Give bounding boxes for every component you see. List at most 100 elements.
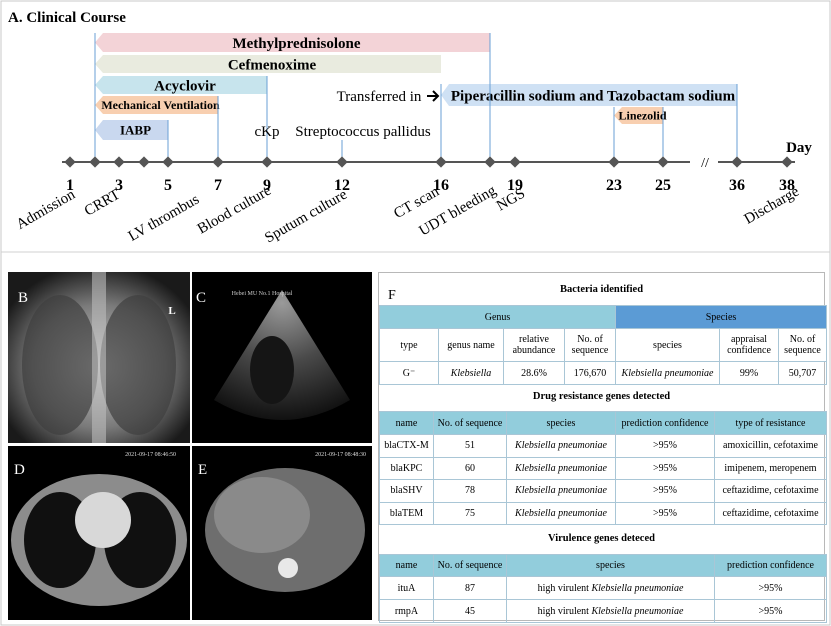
table-cell: name — [379, 411, 434, 435]
table-title: Bacteria identified — [559, 284, 644, 295]
data-table: Genus Species type genus name relative abund… — [379, 305, 828, 385]
image-panel-e — [192, 446, 372, 620]
event-label: Blood culture — [195, 182, 274, 237]
treatment-bar — [95, 120, 168, 140]
day-label: 23 — [606, 177, 622, 194]
vertebra — [278, 558, 298, 578]
treatment-label: Methylprednisolone — [232, 36, 360, 52]
heart — [75, 492, 131, 548]
data-row: blaTEM 75 Klebsiella pneumoniae >95% ceftazi… — [379, 501, 827, 525]
timeline-title: A. Clinical Course — [8, 10, 126, 26]
lung-field — [100, 295, 176, 435]
header-row: type genus name relative abundance No. of s… — [379, 328, 828, 362]
table-cell: species — [506, 411, 616, 435]
table-cell: >95% — [615, 456, 715, 480]
table-cell: Klebsiella pneumoniae — [506, 479, 616, 503]
table-cell: relative abundance — [503, 328, 565, 362]
timeline-marker — [435, 156, 447, 168]
data-row: rmpA 45 high virulent Klebsiella pneumonia… — [379, 599, 827, 623]
axis-label: Day — [786, 140, 812, 156]
timeline-marker — [162, 156, 174, 168]
table-cell: species — [615, 328, 720, 362]
panel-label: D — [14, 462, 25, 478]
table-cell: high virulent Klebsiella pneumoniae — [506, 599, 715, 623]
treatment-label: Acyclovir — [154, 78, 216, 94]
day-label: 38 — [779, 177, 795, 194]
event-label: Discharge — [742, 183, 803, 227]
table-cell: 60 — [433, 456, 507, 480]
table-cell: type of resistance — [714, 411, 827, 435]
timeline-marker — [731, 156, 743, 168]
table-cell: ceftazidime, cefotaxime — [714, 479, 827, 503]
timeline-marker — [608, 156, 620, 168]
panel-label: E — [198, 462, 207, 478]
table-cell: Klebsiella — [438, 361, 504, 385]
treatment-label: Linezolid — [618, 109, 666, 123]
header-row: name No. of sequence species prediction con… — [379, 411, 827, 435]
cell-text: high virulent — [537, 605, 592, 617]
table-cell: Klebsiella pneumoniae — [506, 456, 616, 480]
data-table: name No. of sequence species prediction con… — [379, 554, 827, 623]
image-annotation: Hebei MU No.1 Hospital — [232, 291, 293, 297]
data-row: blaSHV 78 Klebsiella pneumoniae >95% ceftazi… — [379, 479, 827, 503]
day-label: 3 — [115, 177, 123, 194]
timeline-marker — [509, 156, 521, 168]
table-cell: 45 — [433, 599, 507, 623]
table-cell: 51 — [433, 434, 507, 458]
table-cell: prediction confidence — [615, 411, 715, 435]
timeline-marker — [261, 156, 273, 168]
finding-label: cKp — [255, 124, 280, 140]
table-cell: G⁻ — [379, 361, 439, 385]
group-row: Genus Species — [379, 305, 828, 329]
transfer-arrow — [427, 90, 440, 102]
table-cell: 87 — [433, 576, 507, 600]
table-cell: No. of sequence — [777, 328, 828, 362]
table-cell: blaSHV — [379, 479, 434, 503]
event-label: Admission — [14, 186, 79, 233]
image-labels: B C D E L Hebei MU No.1 Hospital 2021-09-17 08… — [14, 290, 366, 478]
data-row: ituA 87 high virulent Klebsiella pneumonia… — [379, 576, 827, 600]
table-cell: blaCTX-M — [379, 434, 434, 458]
treatment-label: Cefmenoxime — [228, 57, 317, 73]
spine — [92, 272, 106, 443]
table-cell: No. of sequence — [564, 328, 616, 362]
data-row: G⁻ Klebsiella 28.6% 176,670 Klebsiella pneum… — [379, 361, 828, 385]
day-label: 1 — [66, 177, 74, 194]
event-label: CRRT — [82, 187, 123, 220]
cardiac-chamber — [250, 336, 294, 404]
timeline-marker — [336, 156, 348, 168]
panel-label: B — [18, 290, 28, 306]
cell-text: Klebsiella pneumoniae — [591, 605, 684, 617]
timeline-marker — [64, 156, 76, 168]
timeline-marker — [138, 156, 150, 168]
timeline-marker — [89, 156, 101, 168]
table-cell: >95% — [714, 599, 827, 623]
liver — [214, 477, 310, 553]
table-cell: type — [379, 328, 439, 362]
table-cell: 75 — [433, 501, 507, 525]
treatment-label: Piperacillin sodium and Tazobactam sodiu… — [451, 88, 736, 104]
table-cell: prediction confidence — [714, 554, 827, 577]
axis-break: // — [701, 156, 709, 171]
table-cell: 50,707 — [777, 361, 828, 385]
panel-label: C — [196, 290, 206, 306]
day-label: 9 — [263, 177, 271, 194]
panel-label: F — [388, 288, 396, 303]
table-cell: species — [506, 554, 715, 577]
day-label: 16 — [433, 177, 449, 194]
table-cell: ituA — [379, 576, 434, 600]
table-cell: >95% — [714, 576, 827, 600]
table-cell: No. of sequence — [433, 554, 507, 577]
table-cell: Klebsiella pneumoniae — [506, 434, 616, 458]
table-cell: 28.6% — [503, 361, 565, 385]
header-row: name No. of sequence species prediction con… — [379, 554, 827, 577]
image-annotation: 2021-09-17 08:48:30 — [315, 452, 366, 458]
timeline-marker — [484, 156, 496, 168]
panel-f: F Bacteria identified Genus Species type gen… — [378, 272, 828, 623]
treatment-bar — [95, 33, 490, 52]
treatment-bar — [95, 96, 218, 114]
cell-text: high virulent — [537, 582, 592, 594]
image-panel-b — [8, 272, 190, 443]
image-panel-c — [192, 272, 372, 443]
